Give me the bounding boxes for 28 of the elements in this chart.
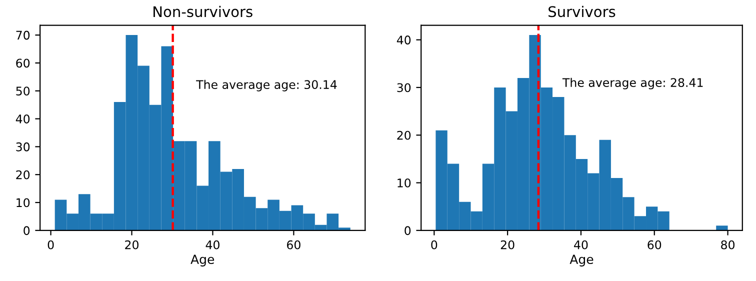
x-axis-title: Age: [570, 254, 594, 266]
chart-title: Non-survivors: [154, 6, 252, 18]
y-tick-label: 70: [16, 30, 30, 40]
y-tick-label: 30: [16, 142, 30, 152]
y-tick-label: 40: [16, 114, 30, 124]
y-tick-label: 0: [24, 226, 30, 236]
x-tick-label: 40: [206, 240, 220, 250]
chart-title: Survivors: [548, 6, 616, 18]
annotation: The average age: 30.14: [196, 80, 337, 92]
x-tick-label: 80: [721, 240, 735, 250]
x-tick-label: 60: [287, 240, 300, 250]
annotation: The average age: 28.41: [562, 78, 703, 90]
y-tick-label: 10: [16, 198, 30, 208]
x-tick-label: 20: [500, 240, 514, 250]
x-tick-label: 0: [48, 240, 54, 250]
x-tick-label: 60: [648, 240, 662, 250]
y-tick-label: 0: [404, 226, 411, 236]
y-tick-label: 30: [397, 83, 411, 92]
x-tick-label: 40: [574, 240, 588, 250]
x-tick-label: 0: [431, 240, 438, 250]
y-tick-label: 50: [16, 86, 30, 96]
y-tick-label: 40: [396, 36, 411, 44]
y-tick-label: 20: [397, 130, 411, 140]
y-tick-label: 20: [16, 170, 30, 180]
x-tick-label: 20: [125, 240, 138, 250]
x-axis-title: Age: [190, 254, 214, 266]
y-tick-label: 10: [398, 178, 411, 188]
y-tick-label: 60: [16, 58, 30, 68]
